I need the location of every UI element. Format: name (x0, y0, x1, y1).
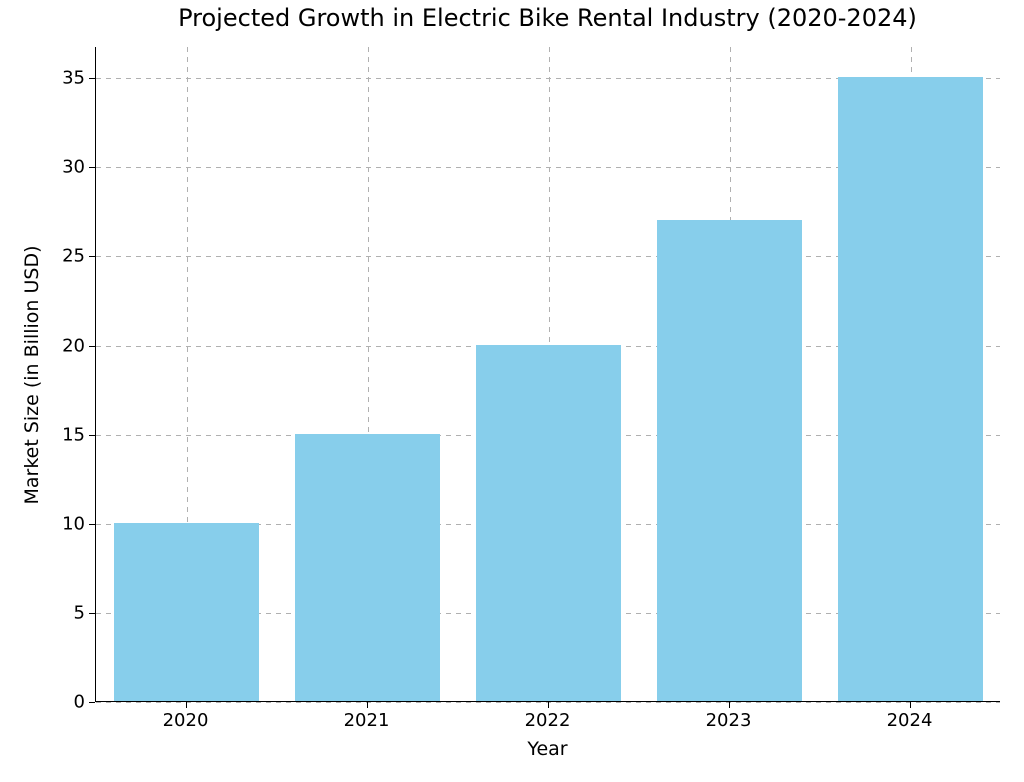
y-tick-label: 30 (15, 157, 85, 178)
y-tick-label: 20 (15, 335, 85, 356)
y-tick-label: 15 (15, 424, 85, 445)
y-tick-label: 10 (15, 513, 85, 534)
bar (476, 345, 621, 701)
x-tick (367, 702, 368, 708)
x-tick-label: 2022 (525, 710, 571, 731)
x-tick-label: 2021 (344, 710, 390, 731)
x-tick-label: 2023 (706, 710, 752, 731)
bar (657, 220, 802, 701)
bar (295, 434, 440, 701)
x-tick-label: 2024 (887, 710, 933, 731)
x-axis-label: Year (95, 738, 1000, 760)
y-tick-label: 0 (15, 692, 85, 713)
y-tick (89, 346, 95, 347)
y-tick (89, 702, 95, 703)
y-tick (89, 78, 95, 79)
y-tick (89, 167, 95, 168)
x-tick (186, 702, 187, 708)
y-axis-label: Market Size (in Billion USD) (21, 245, 43, 504)
y-tick (89, 256, 95, 257)
x-tick-label: 2020 (163, 710, 209, 731)
plot-area (95, 47, 1000, 702)
y-tick-label: 25 (15, 246, 85, 267)
y-tick-label: 35 (15, 68, 85, 89)
chart-title: Projected Growth in Electric Bike Rental… (95, 4, 1000, 32)
bar (114, 523, 259, 701)
chart-figure: Projected Growth in Electric Bike Rental… (0, 0, 1024, 782)
y-tick (89, 524, 95, 525)
y-tick-label: 5 (15, 602, 85, 623)
bar (838, 77, 983, 701)
x-tick (548, 702, 549, 708)
x-tick (910, 702, 911, 708)
y-tick (89, 613, 95, 614)
y-tick (89, 435, 95, 436)
x-tick (729, 702, 730, 708)
